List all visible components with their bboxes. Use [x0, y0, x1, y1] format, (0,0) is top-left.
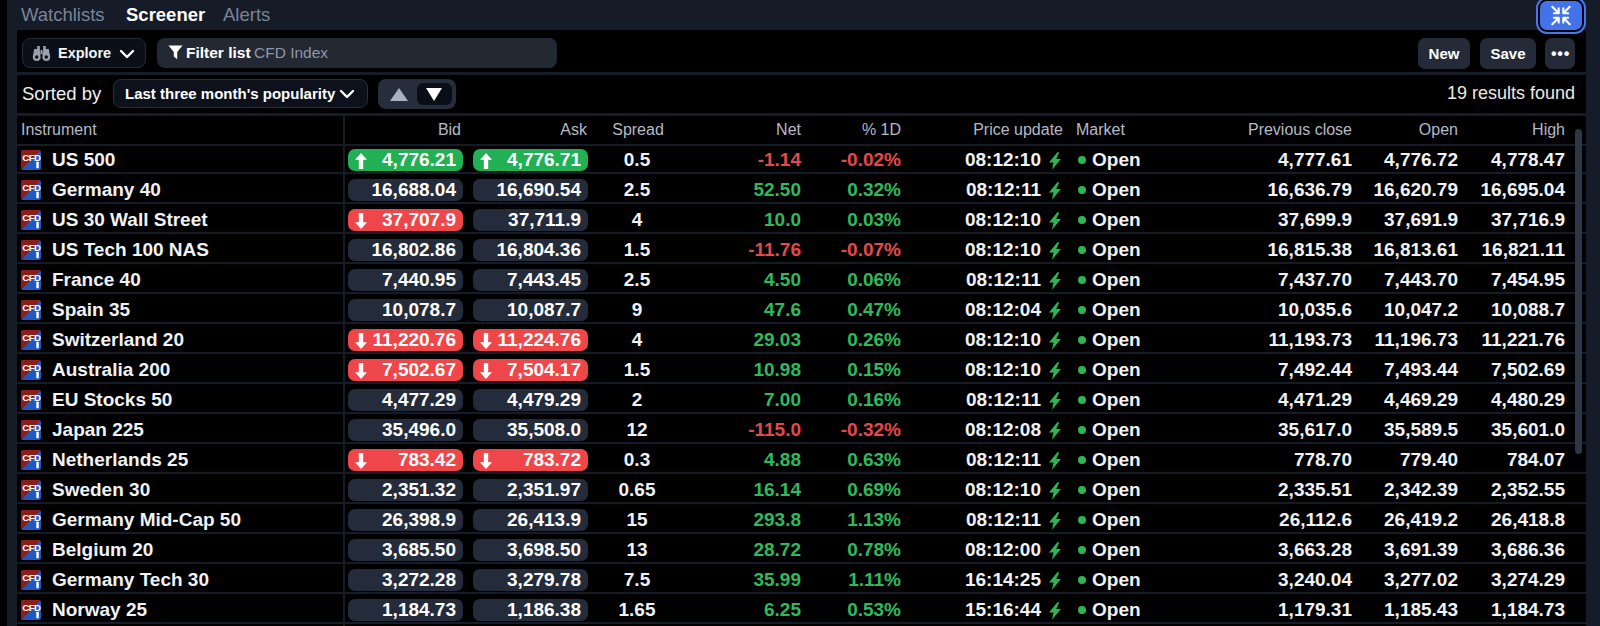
svg-text:CFD: CFD [22, 182, 41, 193]
svg-text:CFD: CFD [22, 512, 41, 523]
svg-text:CFD: CFD [22, 362, 41, 373]
svg-text:CFD: CFD [22, 572, 41, 583]
svg-text:CFD: CFD [22, 482, 41, 493]
svg-text:CFD: CFD [22, 152, 41, 163]
svg-text:CFD: CFD [22, 422, 41, 433]
svg-text:CFD: CFD [22, 392, 41, 403]
svg-text:CFD: CFD [22, 272, 41, 283]
svg-text:CFD: CFD [22, 212, 41, 223]
svg-text:CFD: CFD [22, 602, 41, 613]
svg-text:CFD: CFD [22, 542, 41, 553]
svg-text:CFD: CFD [22, 302, 41, 313]
svg-text:CFD: CFD [22, 242, 41, 253]
svg-text:CFD: CFD [22, 332, 41, 343]
svg-text:CFD: CFD [22, 452, 41, 463]
